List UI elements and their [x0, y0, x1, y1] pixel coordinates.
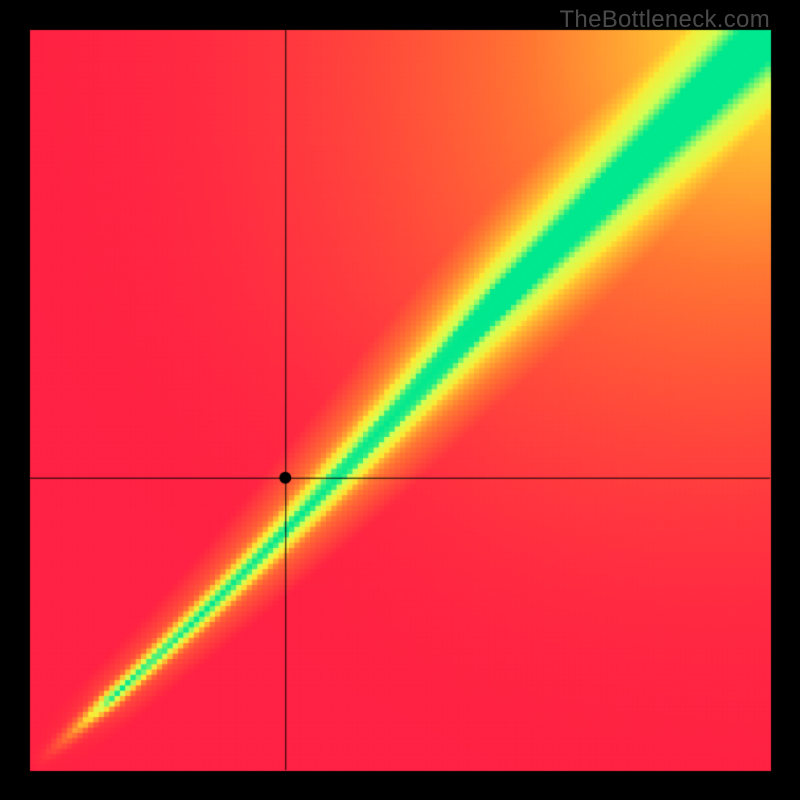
bottleneck-heatmap-chart: { "watermark": "TheBottleneck.com", "cha… [0, 0, 800, 800]
overlay-canvas [0, 0, 800, 800]
watermark-text: TheBottleneck.com [559, 6, 770, 34]
